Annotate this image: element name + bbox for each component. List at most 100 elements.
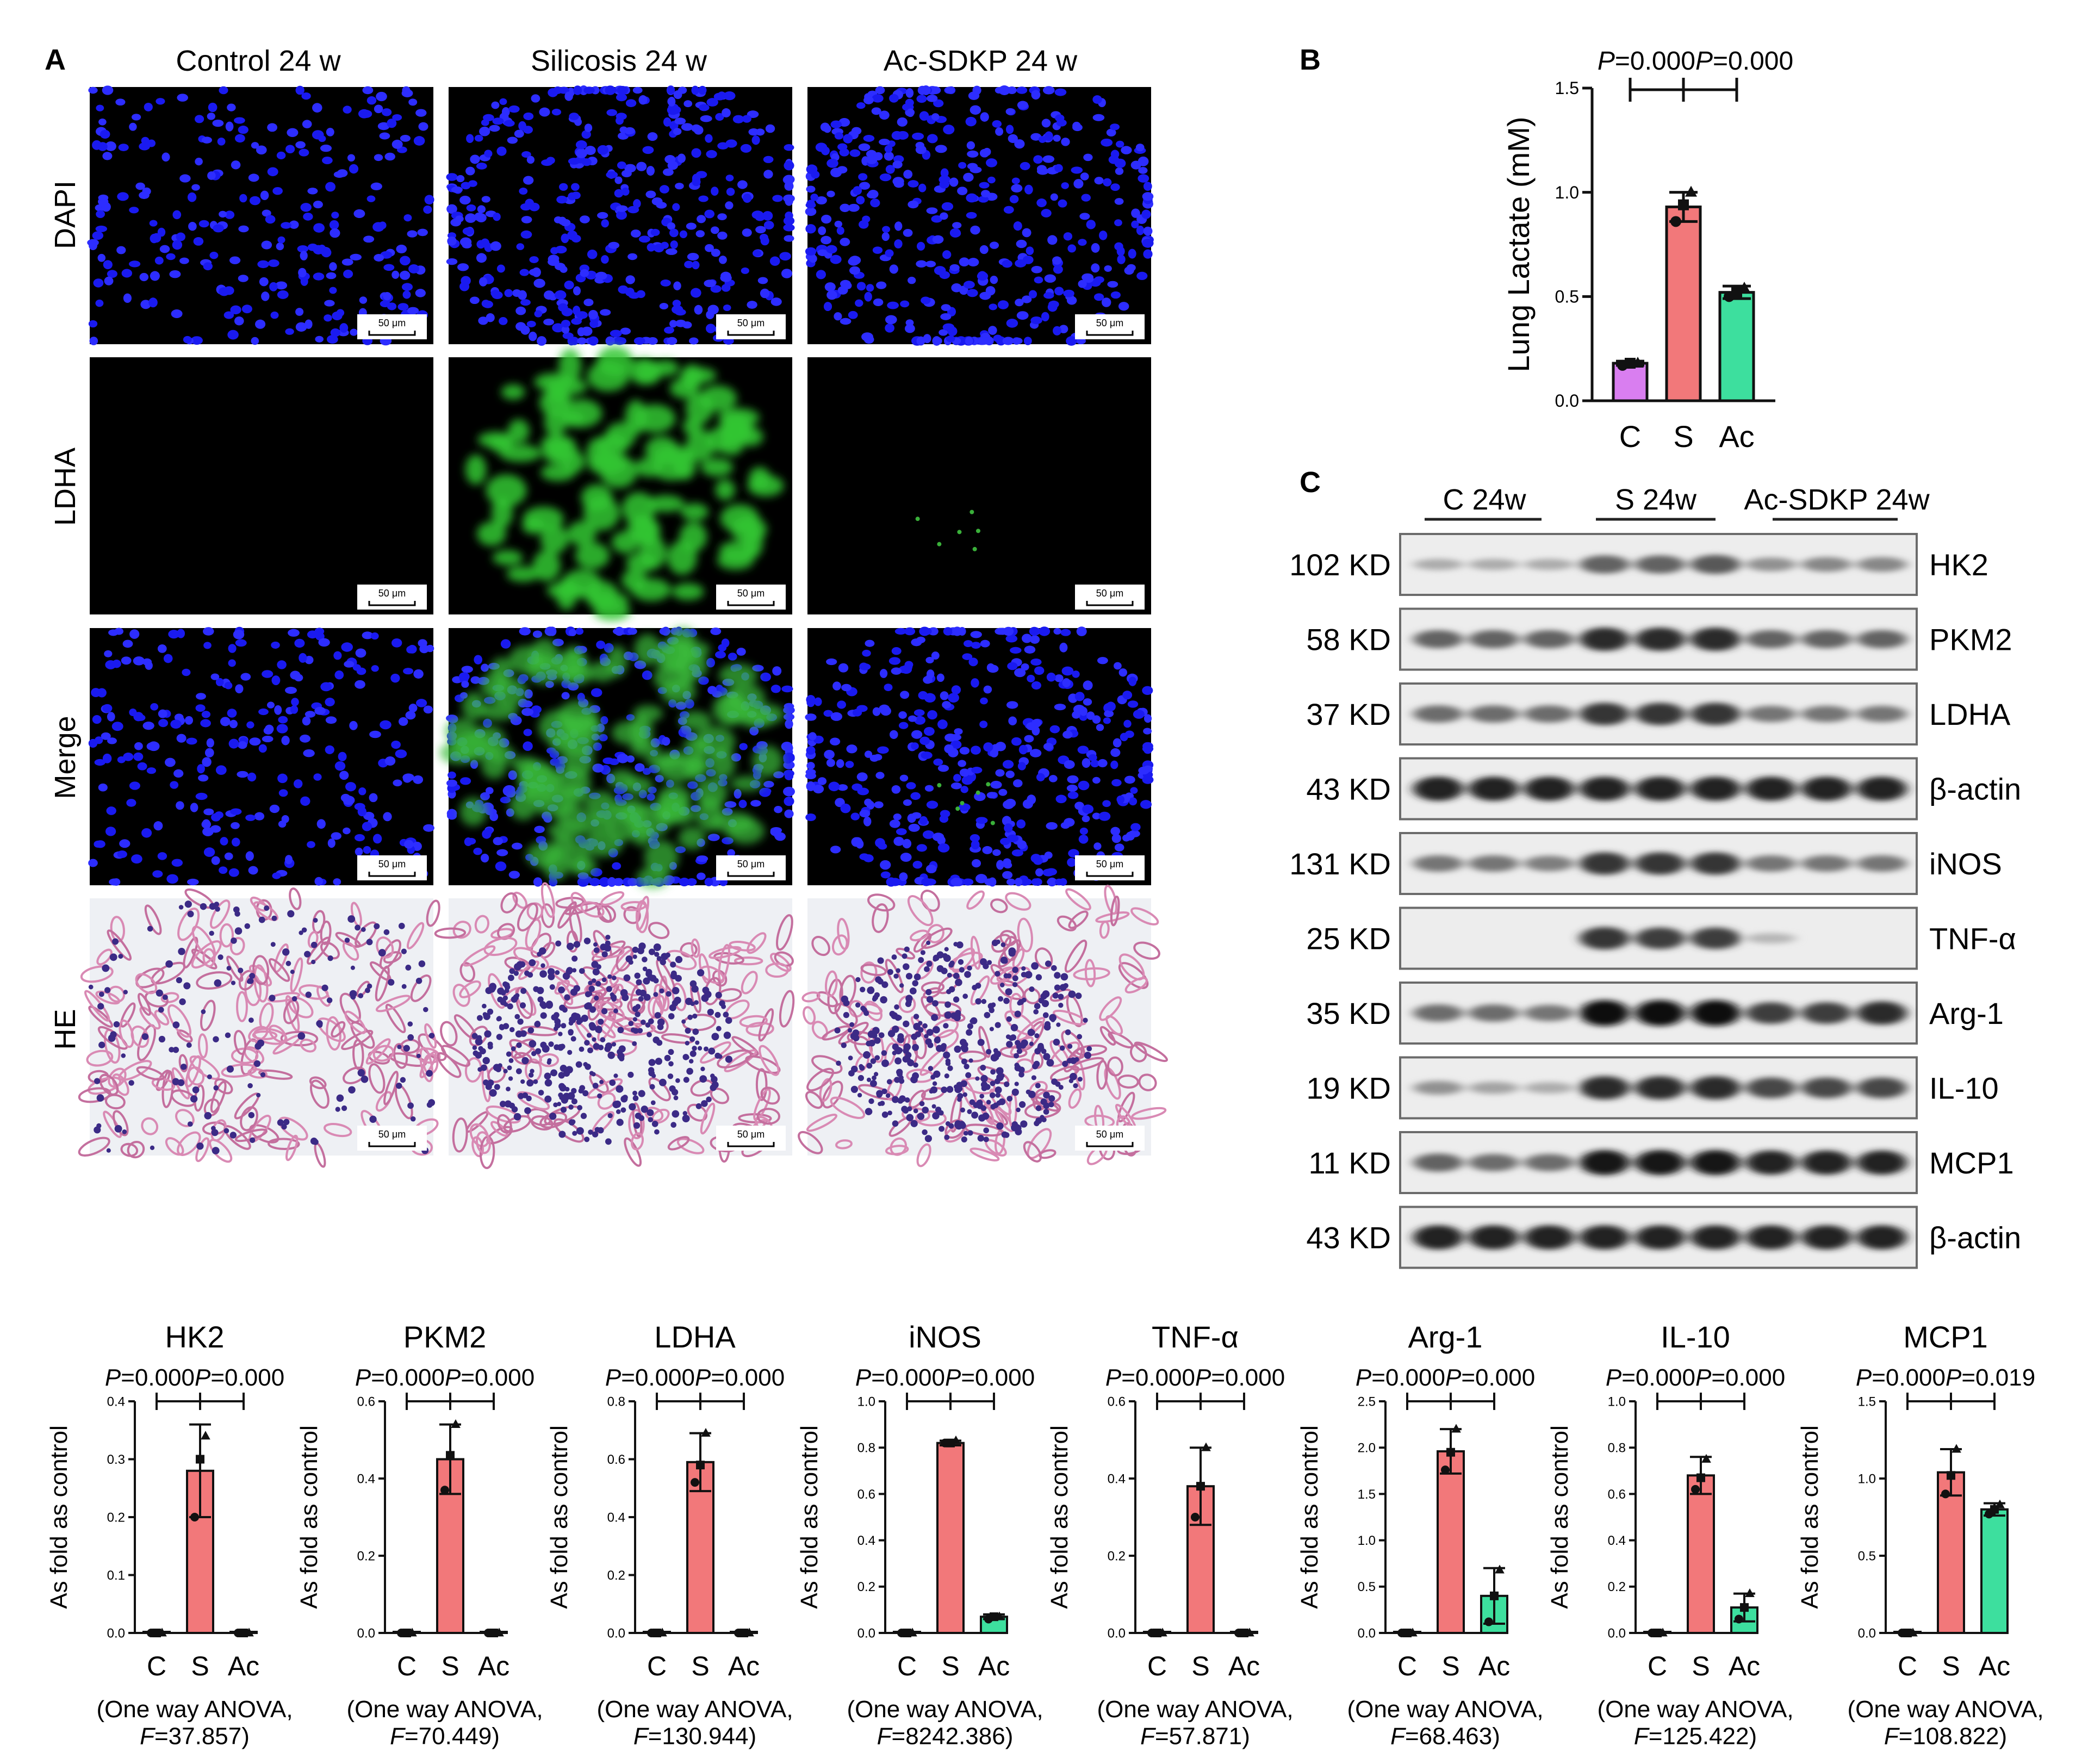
he-nucleus xyxy=(685,1027,691,1034)
nucleus xyxy=(267,123,277,132)
nucleus xyxy=(908,200,919,209)
he-nucleus xyxy=(1067,1044,1073,1049)
nucleus xyxy=(203,847,215,857)
nucleus xyxy=(908,823,920,832)
he-nucleus xyxy=(128,1080,134,1086)
alveolar-wall xyxy=(139,1006,161,1030)
ldha-cluster xyxy=(532,550,561,581)
nucleus xyxy=(107,270,117,278)
nucleus xyxy=(923,726,935,736)
nucleus xyxy=(477,205,486,213)
he-nucleus xyxy=(1005,988,1012,996)
nucleus xyxy=(905,88,914,98)
nucleus xyxy=(285,687,297,694)
data-point xyxy=(951,1435,961,1444)
alveolar-wall xyxy=(309,1079,330,1109)
nucleus xyxy=(157,852,167,860)
scale-bar-label: 50 μm xyxy=(378,1129,406,1140)
nucleus xyxy=(485,827,493,835)
nucleus xyxy=(933,99,944,108)
he-nucleus xyxy=(504,1100,512,1108)
f-value: =125.422) xyxy=(1649,1723,1757,1749)
nucleus xyxy=(249,196,261,206)
he-nucleus xyxy=(401,984,407,989)
he-nucleus xyxy=(642,966,648,972)
band xyxy=(1413,1080,1463,1095)
nucleus xyxy=(856,196,865,204)
nucleus xyxy=(606,109,617,116)
he-nucleus xyxy=(922,1023,928,1029)
nucleus xyxy=(575,628,584,635)
scale-bar-line xyxy=(368,331,416,336)
p-symbol: P xyxy=(355,1364,371,1391)
nucleus xyxy=(126,799,136,807)
he-nucleus xyxy=(493,1064,501,1071)
ldha-cluster xyxy=(481,752,507,779)
nucleus xyxy=(1127,700,1139,708)
nucleus xyxy=(1082,758,1091,768)
nucleus xyxy=(1088,754,1097,761)
nucleus xyxy=(520,325,530,335)
alveolar-wall xyxy=(990,898,1008,914)
he-nucleus xyxy=(635,1011,641,1017)
row-label-he: HE xyxy=(49,1009,82,1049)
alveolar-wall xyxy=(1130,907,1159,926)
nucleus xyxy=(343,269,353,278)
he-nucleus xyxy=(416,1053,421,1058)
he-nucleus xyxy=(904,946,910,952)
nucleus xyxy=(620,327,631,335)
he-nucleus xyxy=(989,1027,994,1032)
he-nucleus xyxy=(106,1148,111,1153)
he-nucleus xyxy=(638,942,646,950)
nucleus xyxy=(238,275,248,282)
band xyxy=(1413,705,1463,723)
he-nucleus xyxy=(898,1047,903,1053)
nucleus xyxy=(1006,701,1018,709)
nucleus xyxy=(723,304,731,312)
micrograph-texture xyxy=(805,626,1154,887)
he-nucleus xyxy=(944,947,949,952)
ldha-cluster xyxy=(567,521,596,546)
nucleus xyxy=(783,786,795,797)
nucleus xyxy=(979,291,991,300)
nucleus xyxy=(1021,663,1029,671)
nucleus xyxy=(627,628,637,635)
he-nucleus xyxy=(674,996,681,1004)
nucleus xyxy=(521,151,531,158)
nucleus xyxy=(523,176,534,185)
nucleus xyxy=(446,811,457,820)
nucleus xyxy=(363,811,375,821)
nucleus xyxy=(996,860,1004,870)
nucleus xyxy=(195,704,206,712)
nucleus xyxy=(104,276,114,285)
nucleus xyxy=(717,213,727,221)
nucleus xyxy=(681,123,693,131)
blot-β-actin: 43 KD β-actin xyxy=(1306,757,2021,821)
nucleus xyxy=(387,119,397,128)
nucleus xyxy=(230,305,241,314)
nucleus xyxy=(352,664,361,671)
nucleus xyxy=(493,837,504,846)
alveolar-wall xyxy=(811,1021,828,1040)
protein-label: HK2 xyxy=(1929,548,1988,582)
nucleus xyxy=(95,840,105,848)
nucleus xyxy=(379,132,390,140)
nucleus xyxy=(813,785,824,794)
he-nucleus xyxy=(234,927,243,935)
alveolar-wall xyxy=(515,986,533,1019)
he-nucleus xyxy=(172,1078,179,1085)
alveolar-wall xyxy=(1118,953,1145,980)
nucleus xyxy=(1039,136,1047,143)
nucleus xyxy=(1054,674,1064,682)
nucleus xyxy=(679,230,688,238)
nucleus xyxy=(204,748,214,757)
he-nucleus xyxy=(716,1026,722,1032)
alveolar-wall xyxy=(755,1068,768,1101)
he-nucleus xyxy=(576,1127,584,1135)
he-nucleus xyxy=(687,1014,693,1020)
nucleus xyxy=(492,117,504,125)
category-label-Ac: Ac xyxy=(728,1651,760,1681)
alveolar-wall xyxy=(410,974,432,1002)
ldha-cluster xyxy=(506,566,539,582)
